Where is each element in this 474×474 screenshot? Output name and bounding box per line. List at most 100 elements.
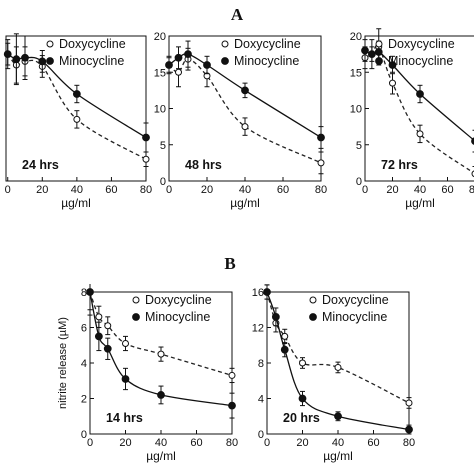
y-tick-label: 15 bbox=[154, 67, 166, 79]
time-label: 24 hrs bbox=[22, 158, 59, 172]
panel-label-a: A bbox=[231, 5, 244, 24]
data-point bbox=[142, 155, 150, 163]
data-point bbox=[317, 159, 325, 167]
x-tick-label: 60 bbox=[277, 184, 289, 196]
data-point bbox=[142, 133, 150, 142]
x-tick-label: 40 bbox=[239, 184, 251, 196]
legend-marker bbox=[132, 296, 140, 304]
panel-label-b: B bbox=[224, 254, 235, 273]
data-point bbox=[317, 133, 325, 142]
series-minocycline bbox=[3, 33, 150, 153]
data-point bbox=[12, 55, 21, 64]
y-tick-label: 12 bbox=[252, 323, 264, 335]
y-tick-label: 0 bbox=[258, 429, 264, 441]
series-minocycline bbox=[86, 284, 236, 419]
data-point bbox=[157, 391, 165, 399]
data-point bbox=[241, 123, 249, 131]
data-point bbox=[228, 401, 236, 410]
data-point bbox=[416, 90, 424, 98]
x-tick-label: 0 bbox=[362, 184, 368, 196]
x-tick-label: 40 bbox=[71, 184, 83, 196]
x-tick-label: 20 bbox=[296, 437, 308, 449]
x-tick-label: 0 bbox=[264, 437, 270, 449]
series-line bbox=[168, 58, 322, 164]
series-minocycline bbox=[165, 40, 325, 149]
legend-marker bbox=[221, 57, 229, 65]
y-tick-label: 0 bbox=[160, 176, 166, 188]
legend-label: Minocycline bbox=[388, 54, 453, 68]
x-tick-label: 80 bbox=[315, 184, 327, 196]
x-tick-label: 0 bbox=[5, 184, 11, 196]
series-line bbox=[7, 53, 147, 160]
data-point bbox=[361, 46, 369, 55]
data-point bbox=[73, 115, 81, 123]
legend-marker bbox=[309, 313, 317, 321]
time-label: 72 hrs bbox=[381, 158, 418, 172]
x-tick-label: 40 bbox=[155, 437, 167, 449]
x-tick-label: 80 bbox=[403, 437, 415, 449]
y-tick-label: 20 bbox=[154, 31, 166, 43]
time-label: 14 hrs bbox=[106, 411, 143, 425]
y-tick-label: 4 bbox=[258, 394, 264, 406]
legend-marker bbox=[46, 57, 54, 65]
legend-label: Minocycline bbox=[145, 310, 210, 324]
data-point bbox=[21, 53, 29, 62]
data-point bbox=[471, 137, 474, 145]
data-point bbox=[103, 344, 112, 353]
data-point bbox=[95, 313, 103, 321]
legend-marker bbox=[221, 40, 229, 48]
series-doxycycline bbox=[86, 284, 236, 384]
y-tick-label: 20 bbox=[350, 31, 362, 43]
series-minocycline bbox=[263, 284, 413, 435]
y-tick-label: 8 bbox=[258, 358, 264, 370]
data-point bbox=[405, 399, 413, 407]
legend-label: Doxycycline bbox=[234, 37, 301, 51]
data-point bbox=[416, 130, 424, 138]
data-point bbox=[72, 90, 81, 98]
legend-label: Minocycline bbox=[322, 310, 387, 324]
y-tick-label: 4 bbox=[81, 358, 87, 370]
chart-panel-3: 0 20 40 60 80 0 5 10 15 20 µg/ml Doxycycline Minocyc… bbox=[350, 28, 474, 210]
data-point bbox=[86, 288, 94, 296]
x-tick-label: 0 bbox=[166, 184, 172, 196]
legend-marker bbox=[132, 313, 140, 321]
x-tick-label: 60 bbox=[367, 437, 379, 449]
y-tick-label: 6 bbox=[81, 323, 87, 335]
data-point bbox=[184, 50, 192, 59]
legend-label: Minocycline bbox=[59, 54, 124, 68]
data-point bbox=[174, 53, 183, 62]
chart-panel-2: 0 20 40 60 80 0 5 10 15 20 µg/ml Doxycycline Minocyc… bbox=[154, 31, 327, 210]
x-tick-label: 0 bbox=[87, 437, 93, 449]
legend-marker bbox=[375, 57, 383, 65]
y-tick-label: 0 bbox=[81, 429, 87, 441]
data-point bbox=[122, 339, 129, 347]
x-axis-label: µg/ml bbox=[405, 196, 435, 210]
y-tick-label: 8 bbox=[81, 287, 87, 299]
data-point bbox=[157, 350, 165, 358]
data-point bbox=[121, 375, 130, 383]
data-point bbox=[367, 50, 376, 59]
data-point bbox=[104, 322, 112, 330]
legend-label: Doxycycline bbox=[145, 293, 212, 307]
x-tick-label: 80 bbox=[140, 184, 152, 196]
data-point bbox=[299, 359, 306, 367]
legend-marker bbox=[375, 40, 383, 48]
x-axis-label: µg/ml bbox=[230, 196, 260, 210]
y-tick-label: 15 bbox=[350, 67, 362, 79]
x-tick-label: 60 bbox=[441, 184, 453, 196]
data-point bbox=[228, 371, 236, 379]
legend-label: Minocycline bbox=[234, 54, 299, 68]
data-point bbox=[389, 79, 396, 87]
x-tick-label: 20 bbox=[201, 184, 213, 196]
x-tick-label: 20 bbox=[386, 184, 398, 196]
data-point bbox=[281, 332, 289, 340]
legend-label: Doxycycline bbox=[322, 293, 389, 307]
y-tick-label: 10 bbox=[350, 104, 362, 116]
x-axis-label: µg/ml bbox=[61, 196, 91, 210]
legend-label: Doxycycline bbox=[388, 37, 455, 51]
x-tick-label: 20 bbox=[36, 184, 48, 196]
data-point bbox=[263, 288, 271, 296]
x-tick-label: 60 bbox=[105, 184, 117, 196]
